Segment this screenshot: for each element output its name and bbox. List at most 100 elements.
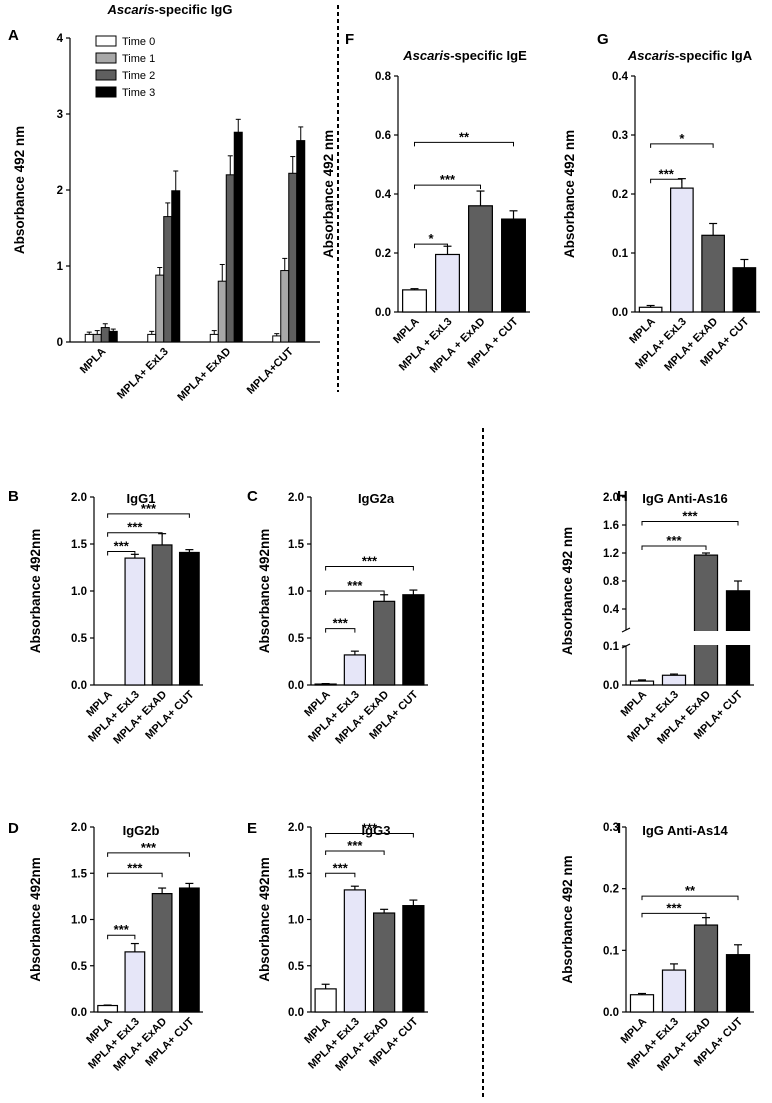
- significance-label: ***: [666, 533, 682, 548]
- bar: [629, 994, 655, 1013]
- y-tick-label: 0: [57, 337, 63, 349]
- panel-letter: D: [8, 820, 19, 837]
- panel-d: D IgG2b Absorbance 492nm 0.0 0.5 1.0 1.5 2.0 ***…: [8, 820, 203, 1074]
- legend-swatch: [95, 69, 117, 81]
- significance-label: ***: [127, 520, 143, 535]
- panel-letter: G: [597, 31, 609, 48]
- y-tick-label: 1.6: [603, 520, 619, 532]
- panel-letter: E: [247, 820, 257, 837]
- bar: [108, 330, 118, 343]
- y-tick-label: 0.4: [603, 604, 620, 616]
- category-label: MPLA+ CUT: [143, 688, 196, 741]
- category-label: MPLA: [391, 316, 422, 347]
- legend-label: Time 3: [122, 87, 155, 99]
- y-tick-label: 2.0: [71, 822, 87, 834]
- significance-bracket: [414, 184, 481, 190]
- panel-letter: F: [345, 31, 354, 48]
- significance-label: ***: [141, 501, 157, 516]
- significance-label: *: [679, 131, 685, 146]
- y-axis-label: Absorbance 492 nm: [560, 855, 575, 983]
- significance-bracket: [414, 243, 448, 249]
- category-label: MPLA+ CUT: [143, 1015, 196, 1068]
- y-tick-label: 2.0: [71, 492, 87, 504]
- y-tick-label: 0.5: [71, 633, 88, 645]
- significance-bracket: [641, 521, 739, 526]
- axis-break-mark: [621, 643, 631, 649]
- legend-label: Time 0: [122, 36, 155, 48]
- panel-c: C IgG2a Absorbance 492nm 0.0 0.5 1.0 1.5 2.0 ***…: [247, 488, 428, 747]
- significance-label: **: [685, 883, 696, 898]
- panel-a: A Ascaris-specific IgG Absorbance 492 nm 0 1…: [8, 2, 320, 404]
- bar: [178, 887, 200, 1013]
- y-tick-label: 0.5: [288, 633, 305, 645]
- bar: [693, 554, 719, 686]
- significance-label: ***: [362, 820, 378, 835]
- y-tick-label: 1.5: [288, 539, 305, 551]
- significance-bracket: [325, 566, 414, 571]
- y-axis-label: Absorbance 492 nm: [12, 126, 27, 254]
- y-tick-label: 1.0: [71, 915, 87, 927]
- significance-bracket: [414, 141, 514, 147]
- y-tick-label: 1.0: [288, 586, 304, 598]
- y-tick-label: 0.2: [375, 248, 391, 260]
- bar: [693, 924, 719, 1013]
- y-tick-label: 0.5: [288, 961, 305, 973]
- bar: [280, 270, 290, 343]
- y-tick-label: 4: [57, 33, 64, 45]
- significance-bracket: [641, 912, 707, 918]
- y-tick-label: 0.8: [603, 576, 620, 588]
- significance-label: **: [459, 129, 470, 144]
- bar: [661, 969, 687, 1013]
- bar: [151, 892, 173, 1013]
- y-tick-label: 0.1: [612, 248, 629, 260]
- y-axis-label: Absorbance 492nm: [257, 529, 272, 654]
- significance-bracket: [325, 872, 356, 878]
- panel-letter: B: [8, 488, 19, 505]
- significance-label: ***: [141, 840, 157, 855]
- bar: [402, 905, 425, 1013]
- significance-label: ***: [347, 838, 363, 853]
- panel-letter: I: [617, 820, 621, 837]
- bar: [701, 234, 725, 313]
- panel-g: G Ascaris-specific IgA Absorbance 492 nm 0.…: [562, 31, 760, 374]
- significance-bracket: [325, 832, 414, 838]
- panel-i: I IgG Anti-As14 Absorbance 492 nm 0.0 0.1 0.2…: [560, 820, 754, 1074]
- axis-break-mark: [621, 627, 631, 633]
- bar: [92, 333, 102, 343]
- legend-swatch: [95, 52, 117, 64]
- y-tick-label: 1.5: [288, 868, 305, 880]
- significance-label: ***: [333, 616, 349, 631]
- bar: [171, 190, 181, 343]
- significance-bracket: [107, 513, 190, 518]
- significance-bracket: [650, 178, 683, 184]
- significance-label: ***: [127, 860, 143, 875]
- bar: [225, 174, 235, 343]
- category-label: MPLA+ ExL3: [115, 346, 171, 402]
- bar: [209, 333, 219, 343]
- panel-letter: A: [8, 27, 19, 44]
- bar: [147, 333, 157, 343]
- panel-letter: C: [247, 488, 258, 505]
- bar: [233, 131, 243, 343]
- legend-label: Time 1: [122, 53, 155, 65]
- significance-bracket: [641, 895, 739, 901]
- significance-bracket: [107, 551, 136, 556]
- bar: [402, 289, 427, 313]
- significance-bracket: [325, 628, 356, 633]
- bar: [638, 306, 663, 313]
- bar: [402, 594, 425, 686]
- bar: [343, 654, 367, 686]
- bar: [97, 1004, 119, 1013]
- bar: [100, 327, 110, 343]
- bar: [155, 274, 165, 343]
- bar: [372, 600, 396, 686]
- bar: [178, 551, 200, 686]
- category-label: MPLA: [619, 689, 650, 720]
- y-axis-label: Absorbance 492nm: [28, 529, 43, 654]
- significance-label: ***: [440, 172, 456, 187]
- panel-b: B IgG1 Absorbance 492nm 0.0 0.5 1.0 1.5 2.0 *** *…: [8, 488, 203, 747]
- y-tick-label: 0.2: [603, 884, 619, 896]
- y-tick-label: 1.5: [71, 539, 88, 551]
